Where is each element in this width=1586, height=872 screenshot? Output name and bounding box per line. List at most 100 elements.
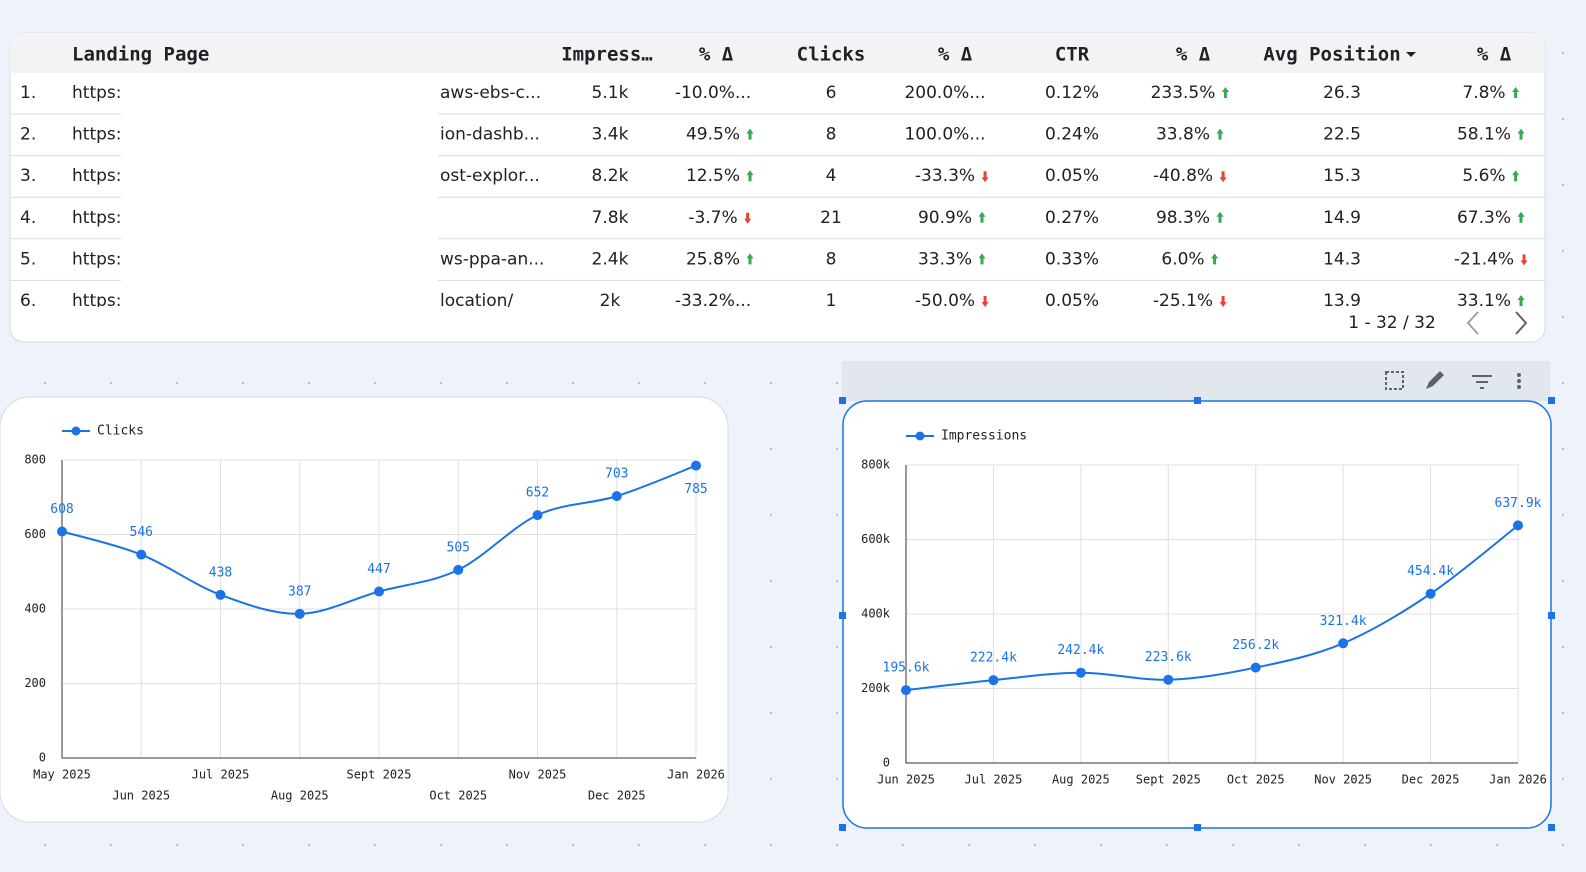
point bbox=[1075, 667, 1086, 678]
y-tick-label: 600k bbox=[861, 532, 891, 546]
trend-down bbox=[1219, 171, 1227, 183]
cell: 7.8k bbox=[592, 208, 629, 228]
y-tick-label: 800k bbox=[861, 458, 891, 472]
cell: 200.0%... bbox=[904, 83, 985, 103]
trend-up bbox=[1517, 211, 1525, 223]
data-label: 652 bbox=[526, 486, 549, 501]
trend-down bbox=[744, 212, 752, 224]
y-tick-label: 200 bbox=[24, 676, 46, 690]
cell: 3.4k bbox=[592, 125, 629, 145]
cell: 6. bbox=[20, 291, 36, 311]
more-icon[interactable] bbox=[1517, 373, 1521, 389]
cell: 0.27% bbox=[1045, 208, 1099, 228]
select-icon[interactable] bbox=[1385, 371, 1404, 390]
cell: https: bbox=[72, 125, 121, 145]
point bbox=[611, 491, 622, 502]
trend-down bbox=[981, 296, 989, 307]
y-tick-label: 0 bbox=[883, 756, 890, 770]
x-tick-label: Sept 2025 bbox=[346, 768, 411, 782]
trend-up bbox=[1216, 211, 1224, 223]
data-label: 447 bbox=[367, 562, 390, 577]
cell: https: bbox=[72, 83, 121, 103]
data-label: 242.4k bbox=[1057, 643, 1104, 658]
x-tick-label: Jan 2026 bbox=[1489, 773, 1547, 787]
data-label: 785 bbox=[684, 482, 707, 497]
cell: 33.8% bbox=[1156, 125, 1210, 145]
edit-icon[interactable] bbox=[1426, 371, 1444, 389]
data-label: 222.4k bbox=[970, 651, 1017, 666]
x-tick-label: Jul 2025 bbox=[192, 768, 250, 782]
legend-label: Clicks bbox=[97, 424, 144, 439]
x-tick-label: Nov 2025 bbox=[509, 768, 567, 782]
column-header: Avg Position bbox=[1263, 44, 1400, 66]
cell: 3. bbox=[20, 166, 36, 186]
cell: 2k bbox=[600, 291, 621, 311]
trend-up bbox=[1517, 128, 1525, 140]
x-tick-label: Jun 2025 bbox=[112, 789, 170, 803]
filter-icon[interactable] bbox=[1472, 375, 1492, 389]
trend-up bbox=[1517, 295, 1525, 306]
cell: 22.5 bbox=[1323, 125, 1361, 145]
toolbar bbox=[842, 361, 1550, 401]
cell: 8 bbox=[826, 125, 837, 145]
resize-handles[interactable] bbox=[839, 397, 1555, 831]
column-header: CTR bbox=[1055, 44, 1090, 66]
y-tick-label: 0 bbox=[39, 751, 46, 765]
cell: 98.3% bbox=[1156, 208, 1210, 228]
x-tick-label: Aug 2025 bbox=[271, 789, 329, 803]
table-body: 1. https: aws-ebs-c... 5.1k -10.0%... 6 200.0%… bbox=[10, 73, 1545, 311]
data-label: 505 bbox=[447, 540, 470, 555]
cell: 2.4k bbox=[592, 249, 629, 269]
cell: aws-ebs-c... bbox=[440, 83, 541, 103]
data-label: 608 bbox=[50, 502, 73, 517]
next-page[interactable] bbox=[1515, 311, 1528, 335]
data-label: 256.2k bbox=[1232, 638, 1279, 653]
sort-icon[interactable] bbox=[1406, 52, 1416, 57]
column-header: % Δ bbox=[1176, 44, 1211, 66]
trend-down bbox=[1520, 254, 1528, 266]
redaction bbox=[121, 73, 438, 307]
data-label: 454.4k bbox=[1407, 564, 1454, 579]
cell: 5.1k bbox=[592, 83, 629, 103]
table-header bbox=[10, 33, 1545, 73]
y-tick-label: 600 bbox=[24, 527, 46, 541]
cell: 14.3 bbox=[1323, 249, 1361, 269]
column-header: % Δ bbox=[699, 44, 734, 66]
trend-up bbox=[746, 128, 754, 140]
trend-down bbox=[981, 171, 989, 183]
cell: 21 bbox=[820, 208, 842, 228]
cell: ion-dashb... bbox=[440, 125, 540, 145]
data-label: 637.9k bbox=[1495, 496, 1542, 511]
point bbox=[1513, 520, 1523, 531]
trend-up bbox=[1216, 128, 1224, 140]
point bbox=[1163, 674, 1174, 685]
cell: 6 bbox=[826, 83, 837, 103]
column-header: Landing Page bbox=[72, 44, 209, 66]
x-tick-label: May 2025 bbox=[33, 768, 91, 782]
point bbox=[901, 685, 911, 696]
point bbox=[453, 564, 464, 575]
cell: ost-explor... bbox=[440, 166, 540, 186]
trend-up bbox=[1221, 87, 1229, 98]
cell: 7.8% bbox=[1462, 83, 1505, 103]
point bbox=[1250, 662, 1261, 673]
prev-page[interactable] bbox=[1466, 311, 1479, 335]
cell: 233.5% bbox=[1151, 83, 1216, 103]
legend-dot bbox=[71, 426, 81, 436]
cell: -10.0%... bbox=[675, 83, 751, 103]
cell: 0.12% bbox=[1045, 83, 1099, 103]
x-tick-label: Nov 2025 bbox=[1314, 773, 1372, 787]
cell: ws-ppa-an... bbox=[440, 249, 544, 269]
cell: -40.8% bbox=[1153, 166, 1213, 186]
x-tick-label: Aug 2025 bbox=[1052, 773, 1110, 787]
cell: 1 bbox=[826, 291, 837, 311]
pagination: 1 - 32 / 32 bbox=[1348, 313, 1436, 333]
cell: 2. bbox=[20, 125, 36, 145]
trend-up bbox=[978, 211, 986, 223]
cell: 67.3% bbox=[1457, 208, 1511, 228]
point bbox=[215, 589, 226, 600]
point bbox=[374, 586, 384, 597]
x-tick-label: Sept 2025 bbox=[1136, 773, 1201, 787]
y-tick-label: 800 bbox=[24, 453, 46, 467]
